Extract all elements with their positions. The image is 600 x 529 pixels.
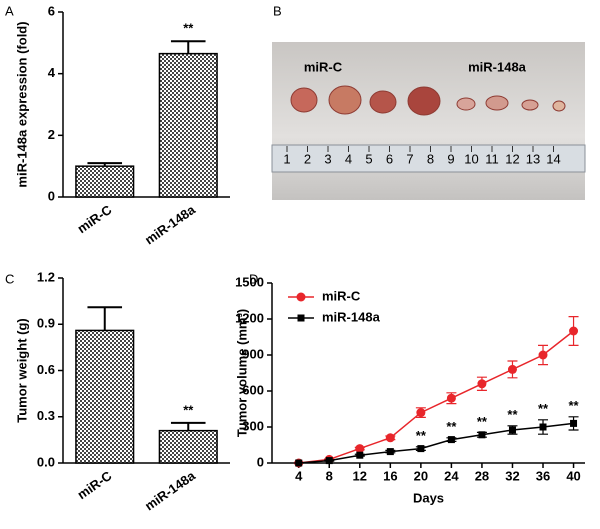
y-tick-label: 1500 xyxy=(235,274,264,289)
ruler-number: 11 xyxy=(485,151,499,166)
bar xyxy=(75,165,135,198)
y-tick-label: 4 xyxy=(48,65,56,80)
x-tick-label: 36 xyxy=(536,468,550,483)
point xyxy=(478,431,486,439)
bar xyxy=(158,429,218,464)
ruler-number: 5 xyxy=(365,151,372,166)
y-axis-label: Tumor weight (g) xyxy=(14,318,29,422)
ruler-number: 14 xyxy=(546,151,560,166)
y-tick-label: 1.2 xyxy=(37,269,55,284)
y-tick-label: 900 xyxy=(242,346,264,361)
significance: ** xyxy=(416,428,427,443)
tumors xyxy=(290,85,566,116)
series-line xyxy=(298,330,575,464)
y-tick-label: 0 xyxy=(48,188,55,203)
panel-letter: B xyxy=(273,3,282,18)
x-tick-label: 24 xyxy=(444,468,459,483)
legend-label: miR-148a xyxy=(322,309,381,324)
y-tick-label: 0.9 xyxy=(37,316,55,331)
significance: ** xyxy=(183,21,194,36)
point xyxy=(355,444,365,454)
point xyxy=(386,448,394,456)
ruler-number: 8 xyxy=(427,151,434,166)
point xyxy=(570,419,578,427)
point xyxy=(539,423,547,431)
point xyxy=(477,379,487,389)
ruler-number: 1 xyxy=(283,151,290,166)
y-tick-label: 0.6 xyxy=(37,362,55,377)
y-tick-label: 0.0 xyxy=(37,454,55,469)
panel-letter: A xyxy=(5,3,14,18)
point xyxy=(446,393,456,403)
photo-label: miR-C xyxy=(304,59,343,74)
ruler-number: 9 xyxy=(447,151,454,166)
x-tick-label: 16 xyxy=(383,468,397,483)
point xyxy=(325,457,333,465)
point xyxy=(295,459,303,467)
x-tick-label: 8 xyxy=(326,468,333,483)
x-tick-label: 12 xyxy=(353,468,367,483)
x-tick-label: 4 xyxy=(295,468,303,483)
legend-marker xyxy=(296,292,306,302)
point xyxy=(569,326,579,336)
series-line xyxy=(298,422,574,464)
y-tick-label: 1200 xyxy=(235,310,264,325)
ruler-number: 12 xyxy=(505,151,519,166)
photo-label: miR-148a xyxy=(468,59,527,74)
y-tick-label: 600 xyxy=(242,382,264,397)
y-tick-label: 0.3 xyxy=(37,408,55,423)
y-tick-label: 0 xyxy=(257,454,264,469)
ruler-number: 6 xyxy=(386,151,393,166)
significance: ** xyxy=(183,402,194,417)
x-tick-label: miR-148a xyxy=(142,202,199,248)
bar xyxy=(75,329,135,464)
y-tick-label: 2 xyxy=(48,127,55,142)
panel-letter: C xyxy=(5,271,14,286)
significance: ** xyxy=(446,419,457,434)
x-tick-label: 20 xyxy=(414,468,428,483)
x-tick-label: miR-C xyxy=(74,468,114,503)
legend-marker xyxy=(297,314,305,322)
ruler-number: 2 xyxy=(304,151,311,166)
y-tick-label: 6 xyxy=(48,3,55,18)
point xyxy=(538,350,548,360)
point xyxy=(356,451,364,459)
point xyxy=(447,436,455,444)
photo xyxy=(272,42,585,200)
ruler-number: 7 xyxy=(406,151,413,166)
point xyxy=(417,445,425,453)
legend-label: miR-C xyxy=(322,288,361,303)
point xyxy=(416,408,426,418)
y-axis-label: Tumor volume (mm³) xyxy=(234,309,249,437)
significance: ** xyxy=(507,407,518,422)
y-axis-label: miR-148a expression (fold) xyxy=(14,21,29,187)
y-tick-label: 300 xyxy=(242,418,264,433)
point xyxy=(508,426,516,434)
significance: ** xyxy=(568,398,579,413)
point xyxy=(507,364,517,374)
significance: ** xyxy=(538,401,549,416)
significance: ** xyxy=(477,414,488,429)
x-tick-label: 28 xyxy=(475,468,489,483)
x-axis-label: Days xyxy=(413,490,444,505)
x-tick-label: 32 xyxy=(505,468,519,483)
x-tick-label: 40 xyxy=(566,468,580,483)
point xyxy=(385,433,395,443)
bar xyxy=(158,52,218,198)
panel-letter: D xyxy=(249,271,258,286)
ruler-number: 13 xyxy=(526,151,540,166)
ruler-number: 10 xyxy=(464,151,478,166)
x-tick-label: miR-148a xyxy=(142,468,199,514)
ruler-number: 4 xyxy=(345,151,352,166)
ruler-number: 3 xyxy=(324,151,331,166)
x-tick-label: miR-C xyxy=(74,202,114,237)
